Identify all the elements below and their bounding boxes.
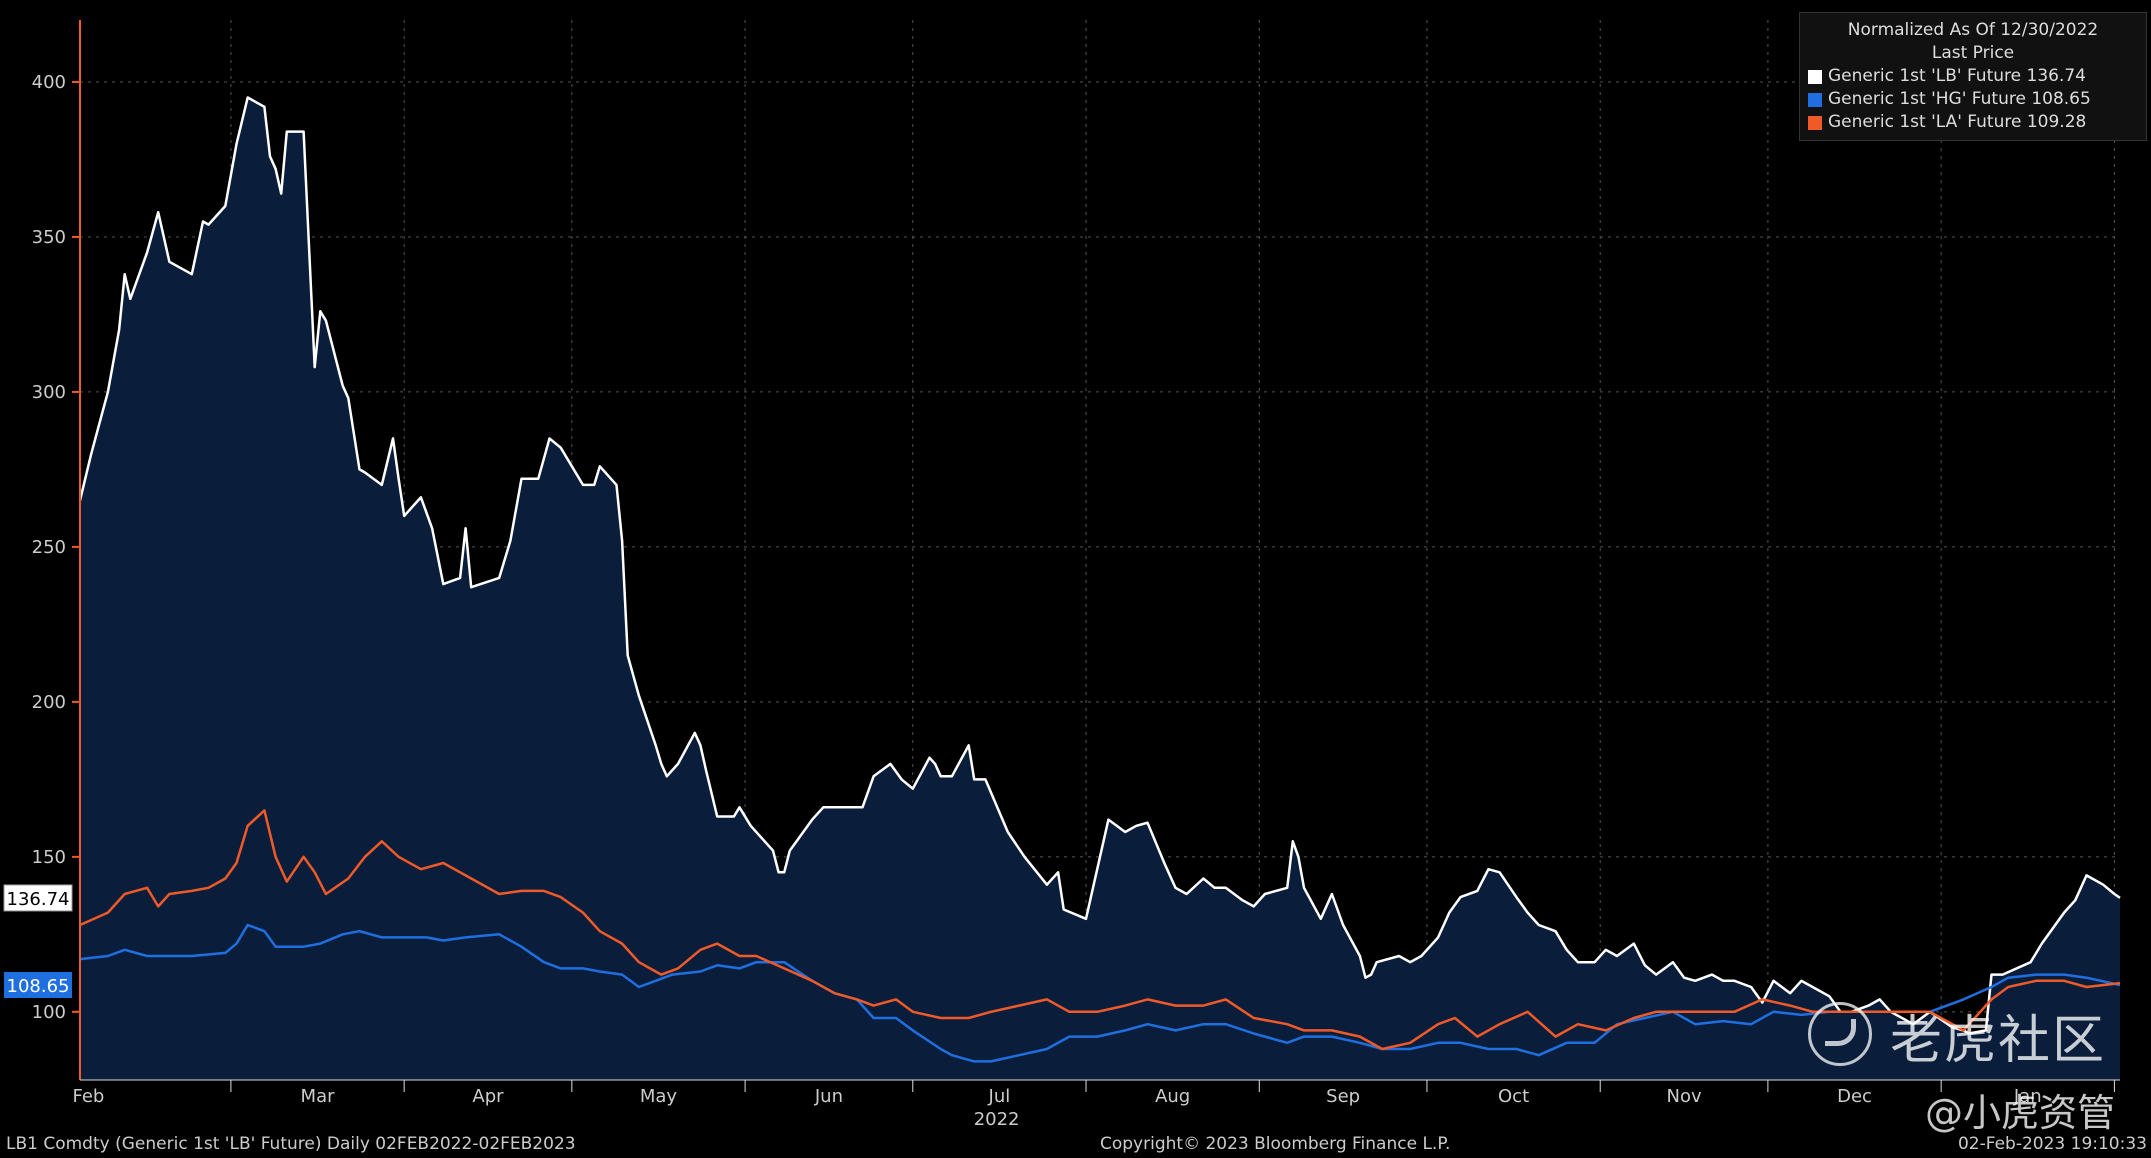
x-tick-label: Oct [1498, 1086, 1529, 1107]
legend-normalized-header: Normalized As Of 12/30/2022 [1847, 20, 2099, 40]
footer-copyright: Copyright© 2023 Bloomberg Finance L.P. [1100, 1134, 1451, 1154]
x-tick-label: Aug [1155, 1086, 1190, 1107]
footer-timestamp: 02-Feb-2023 19:10:33 [1957, 1134, 2147, 1154]
legend-swatch-la [1808, 115, 1822, 130]
x-tick-label: Apr [472, 1086, 504, 1107]
y-tick-label: 350 [32, 227, 66, 248]
watermark-user: @小虎资管 [1925, 1091, 2116, 1135]
last-value-tag-text: 108.65 [7, 976, 70, 997]
y-tick-label: 400 [32, 72, 66, 93]
y-tick-label: 150 [32, 847, 66, 868]
series-fill-layer [80, 97, 2120, 1080]
y-tick-label: 100 [32, 1002, 66, 1023]
series-fill-lb [80, 97, 2120, 1080]
last-value-tag-blue: 108.65 [4, 972, 72, 999]
y-tick-label: 200 [32, 692, 66, 713]
watermark-logo-icon [1808, 1002, 1872, 1066]
series-line-lb [78, 96, 2121, 1035]
x-tick-label: May [640, 1086, 678, 1107]
legend-label-hg: Generic 1st 'HG' Future 108.65 [1828, 89, 2091, 109]
x-tick-label: Jul [988, 1086, 1011, 1107]
legend-label-lb: Generic 1st 'LB' Future 136.74 [1828, 66, 2086, 86]
last-value-tag-bg [3, 884, 73, 912]
footer-security-description: LB1 Comdty (Generic 1st 'LB' Future) Dai… [6, 1134, 576, 1154]
series-line-layer [78, 96, 2121, 1063]
x-tick-label: Mar [301, 1086, 336, 1107]
x-tick-label: Dec [1837, 1086, 1872, 1107]
last-value-tag-bg [4, 972, 72, 999]
series-line-la [79, 809, 2121, 1051]
x-tick-label: Feb [72, 1086, 104, 1107]
x-tick-label: Jan [2013, 1086, 2042, 1107]
last-value-tag-white: 136.74 [3, 884, 73, 912]
legend-item-la: Generic 1st 'LA' Future 109.28 [1808, 111, 2138, 134]
x-tick-label: Sep [1326, 1086, 1360, 1107]
legend-swatch-lb [1808, 69, 1822, 84]
legend-item-lb: Generic 1st 'LB' Future 136.74 [1808, 65, 2138, 88]
last-value-tag-text: 136.74 [7, 889, 70, 910]
legend-box: Normalized As Of 12/30/2022 Last Price G… [1799, 12, 2147, 141]
x-tick-label: Nov [1666, 1086, 1701, 1107]
legend-item-hg: Generic 1st 'HG' Future 108.65 [1808, 88, 2138, 111]
x-tick-label: Jun [814, 1086, 843, 1107]
legend-label-la: Generic 1st 'LA' Future 109.28 [1828, 112, 2087, 132]
y-tick-label: 300 [32, 382, 66, 403]
watermark-brand: 老虎社区 [1890, 1011, 2107, 1071]
legend-swatch-hg [1808, 92, 1822, 107]
y-tick-label: 250 [32, 537, 66, 558]
chart-axes: 100 150 200 250 300 350 400 Feb Mar Apr May Jun Jul A… [3, 20, 2120, 1130]
series-line-hg [79, 923, 2121, 1063]
x-year-label: 2022 [974, 1109, 1020, 1130]
legend-last-price-header: Last Price [1931, 43, 2015, 63]
